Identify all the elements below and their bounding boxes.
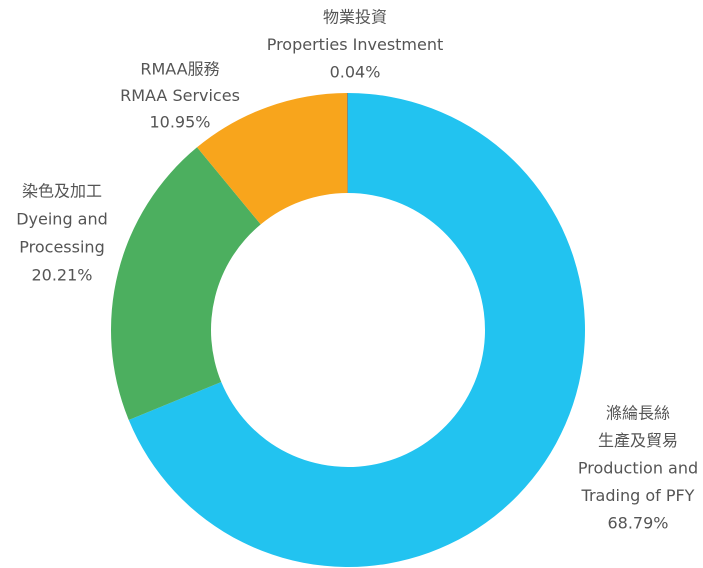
slice-label: 染色及加工 — [22, 182, 102, 201]
donut-slice — [197, 93, 348, 225]
donut-slice — [111, 147, 261, 421]
slice-label: RMAA服務 — [140, 60, 219, 79]
slice-label: Processing — [19, 238, 104, 257]
slice-label: 物業投資 — [323, 8, 387, 27]
slice-label: Dyeing and — [16, 210, 108, 229]
donut-slice — [347, 93, 348, 194]
slice-label: 生產及貿易 — [598, 431, 678, 450]
slice-label: RMAA Services — [120, 86, 240, 105]
slice-label: 滌綸長絲 — [606, 404, 670, 423]
slice-label: Production and — [578, 459, 698, 478]
value-label: 68.79% — [607, 514, 668, 533]
value-label: 10.95% — [149, 113, 210, 132]
value-label: 0.04% — [330, 63, 381, 82]
slice-label: Properties Investment — [267, 35, 444, 54]
donut-slice — [128, 93, 586, 567]
value-label: 20.21% — [31, 266, 92, 285]
slice-label: Trading of PFY — [581, 486, 695, 505]
